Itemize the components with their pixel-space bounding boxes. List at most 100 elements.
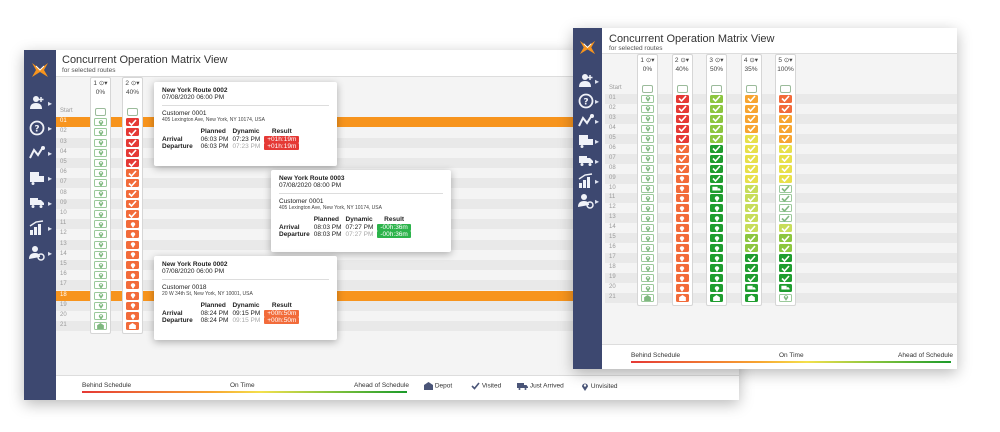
chevron-right-icon[interactable]: ▸: [48, 99, 53, 108]
stop-cell[interactable]: [675, 184, 689, 193]
route-header[interactable]: 4 ⊙▾ 35%: [741, 57, 762, 74]
stop-cell[interactable]: [710, 264, 723, 273]
stop-cell[interactable]: [710, 164, 723, 173]
stop-cell[interactable]: [675, 293, 689, 302]
stop-cell[interactable]: [126, 240, 139, 249]
stop-cell[interactable]: [126, 118, 139, 127]
stop-cell[interactable]: [641, 224, 654, 233]
stop-cell[interactable]: [710, 94, 723, 103]
stop-cell[interactable]: [126, 128, 139, 137]
chevron-right-icon[interactable]: ▸: [48, 149, 53, 158]
stop-cell[interactable]: [94, 301, 107, 310]
route-header[interactable]: 5 ⊙▾ 100%: [775, 57, 796, 74]
stop-cell[interactable]: [641, 184, 654, 193]
stop-cell[interactable]: [641, 204, 654, 213]
stop-cell[interactable]: [641, 114, 654, 123]
stop-cell[interactable]: [126, 220, 139, 229]
stop-cell[interactable]: [779, 204, 792, 213]
stop-cell[interactable]: [675, 284, 689, 292]
stop-cell[interactable]: [779, 174, 792, 183]
stop-cell[interactable]: [744, 114, 758, 123]
stop-cell[interactable]: [744, 224, 758, 233]
stop-cell[interactable]: [744, 164, 758, 173]
stop-cell[interactable]: [744, 144, 758, 153]
stop-cell[interactable]: [641, 293, 654, 302]
stop-cell[interactable]: [94, 240, 107, 249]
stop-cell[interactable]: [94, 322, 107, 331]
stop-cell[interactable]: [710, 274, 723, 283]
stop-cell[interactable]: [779, 134, 792, 143]
stop-cell[interactable]: [675, 94, 689, 103]
stop-cell[interactable]: [94, 261, 107, 269]
chevron-right-icon[interactable]: ▸: [595, 157, 600, 166]
route-header[interactable]: 1 ⊙▾ 0%: [90, 80, 111, 97]
stop-cell[interactable]: [126, 322, 139, 331]
stop-cell[interactable]: [744, 234, 758, 243]
stop-cell[interactable]: [675, 144, 689, 153]
stop-cell[interactable]: [710, 284, 723, 292]
chevron-right-icon[interactable]: ▸: [48, 124, 53, 133]
analytics-icon[interactable]: [29, 220, 45, 236]
stop-cell[interactable]: [675, 164, 689, 173]
stop-cell[interactable]: [94, 312, 107, 320]
stop-cell[interactable]: [126, 261, 139, 269]
stop-cell[interactable]: [710, 204, 723, 213]
routes-icon[interactable]: [578, 113, 594, 129]
stop-cell[interactable]: [94, 179, 107, 188]
stop-cell[interactable]: [641, 154, 654, 163]
stop-cell[interactable]: [744, 264, 758, 273]
stop-cell[interactable]: [641, 174, 654, 183]
stop-cell[interactable]: [94, 250, 107, 259]
stop-cell[interactable]: [744, 194, 758, 203]
stop-cell[interactable]: [126, 301, 139, 310]
stop-cell[interactable]: [641, 94, 654, 103]
chevron-right-icon[interactable]: ▸: [48, 199, 53, 208]
stop-cell[interactable]: [94, 118, 107, 127]
stop-cell[interactable]: [779, 154, 792, 163]
user-settings-icon[interactable]: [29, 245, 45, 261]
stop-cell[interactable]: [641, 234, 654, 243]
stop-cell[interactable]: [641, 124, 654, 133]
stop-cell[interactable]: [779, 264, 792, 273]
stop-cell[interactable]: [675, 104, 689, 113]
stop-cell[interactable]: [779, 224, 792, 233]
stop-cell[interactable]: [675, 274, 689, 283]
stop-cell[interactable]: [744, 214, 758, 223]
stop-cell[interactable]: [126, 271, 139, 280]
stop-cell[interactable]: [126, 159, 139, 167]
stop-cell[interactable]: [126, 210, 139, 218]
add-user-icon[interactable]: [578, 73, 594, 89]
stop-cell[interactable]: [779, 114, 792, 123]
stop-cell[interactable]: [675, 134, 689, 143]
stop-cell[interactable]: [744, 244, 758, 253]
route-header[interactable]: 3 ⊙▾ 50%: [706, 57, 727, 74]
stop-cell[interactable]: [126, 230, 139, 239]
stop-cell[interactable]: [641, 194, 654, 203]
add-user-icon[interactable]: [29, 95, 45, 111]
stop-cell[interactable]: [779, 184, 792, 193]
chevron-right-icon[interactable]: ▸: [595, 117, 600, 126]
chevron-right-icon[interactable]: ▸: [595, 97, 600, 106]
stop-cell[interactable]: [126, 250, 139, 259]
stop-cell[interactable]: [744, 184, 758, 193]
stop-cell[interactable]: [710, 144, 723, 153]
stop-cell[interactable]: [94, 210, 107, 218]
stop-cell[interactable]: [779, 124, 792, 133]
stop-cell[interactable]: [675, 234, 689, 243]
route-header[interactable]: 2 ⊙▾ 40%: [672, 57, 693, 74]
stop-cell[interactable]: [779, 234, 792, 243]
stop-cell[interactable]: [126, 312, 139, 320]
stop-cell[interactable]: [641, 264, 654, 273]
stop-cell[interactable]: [126, 179, 139, 188]
stop-cell[interactable]: [744, 94, 758, 103]
stop-cell[interactable]: [744, 204, 758, 213]
stop-cell[interactable]: [710, 154, 723, 163]
stop-cell[interactable]: [94, 220, 107, 229]
stop-cell[interactable]: [710, 244, 723, 253]
trucks-icon[interactable]: [578, 153, 594, 169]
stop-cell[interactable]: [641, 144, 654, 153]
stop-cell[interactable]: [641, 104, 654, 113]
help-icon[interactable]: ?: [578, 93, 594, 109]
chevron-right-icon[interactable]: ▸: [48, 249, 53, 258]
stop-cell[interactable]: [675, 204, 689, 213]
